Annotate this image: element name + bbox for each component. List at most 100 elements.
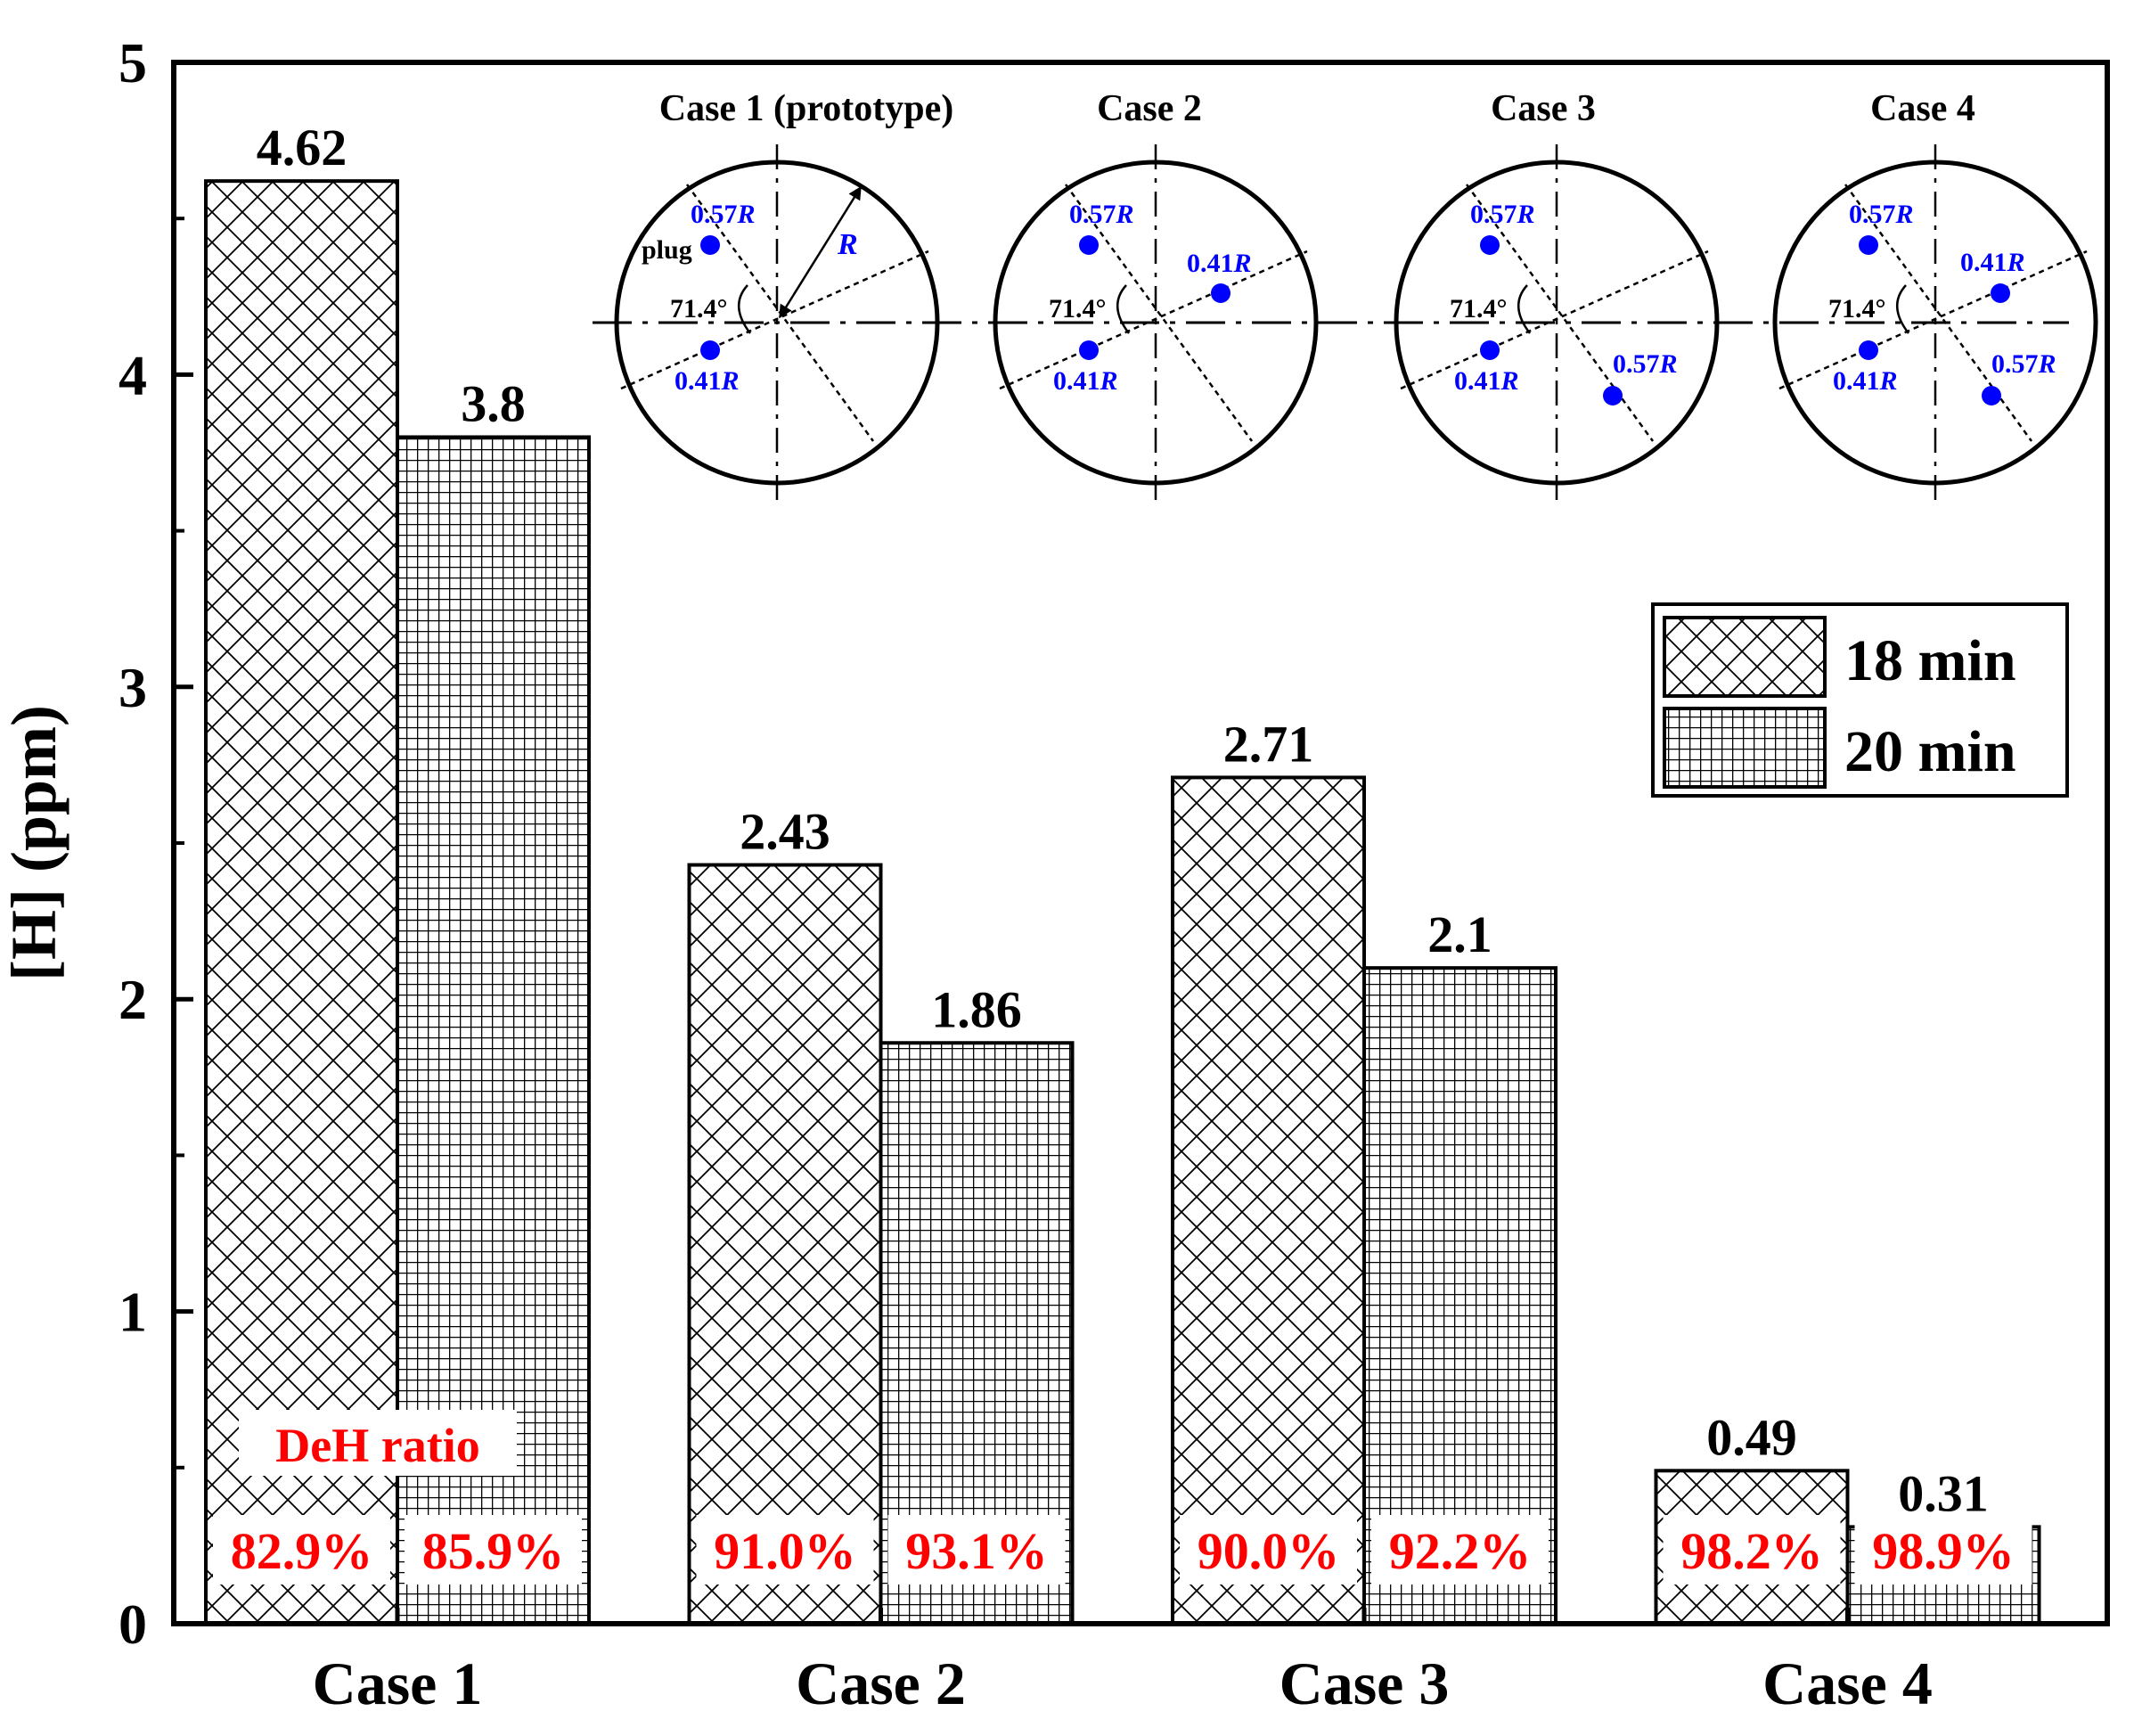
legend-swatch-18min bbox=[1663, 616, 1827, 698]
diagram-diagonal-line bbox=[999, 250, 1308, 390]
plug-dot bbox=[700, 235, 720, 255]
plug-label: 0.57R bbox=[1991, 349, 2056, 379]
dech-ratio-label: 98.2% bbox=[1680, 1522, 1823, 1580]
angle-label: 71.4° bbox=[670, 294, 728, 323]
radius-arrow bbox=[778, 185, 863, 319]
legend-swatch-20min bbox=[1663, 707, 1827, 789]
diagram-diagonal-line bbox=[620, 250, 929, 390]
diagram-case-2: Case 2 71.4° 0.57R 0.41R 0.41R bbox=[993, 88, 1319, 505]
x-tick-label: Case 2 bbox=[796, 1650, 966, 1717]
plug-dot bbox=[1480, 235, 1500, 255]
plug-label: 0.41R bbox=[1187, 249, 1252, 278]
plug-label: 0.41R bbox=[1053, 366, 1118, 396]
bar-value-label: 1.86 bbox=[931, 980, 1022, 1038]
bar-value-label: 0.31 bbox=[1898, 1464, 1989, 1522]
bar bbox=[687, 863, 883, 1625]
dech-ratio-label: 85.9% bbox=[422, 1522, 565, 1580]
angle-arc bbox=[737, 284, 751, 334]
diagram-diagonal-line bbox=[1844, 184, 2033, 442]
y-tick-label: 4 bbox=[119, 343, 147, 406]
bar bbox=[1171, 775, 1366, 1625]
plug-label: 0.41R bbox=[1454, 366, 1519, 396]
legend: 18 min 20 min bbox=[1651, 602, 2069, 798]
ratio-backdrop bbox=[1663, 1515, 1841, 1585]
angle-arc bbox=[1517, 284, 1531, 334]
ratio-label: DeH ratio bbox=[275, 1419, 479, 1472]
plug-dot bbox=[1859, 340, 1878, 360]
plug-text: plug bbox=[642, 235, 692, 265]
bar-value-label: 3.8 bbox=[461, 374, 526, 432]
diagram-title: Case 1 (prototype) bbox=[659, 88, 954, 129]
diagram-title: Case 2 bbox=[1097, 88, 1202, 129]
diagram-diagonal-line bbox=[1778, 250, 2088, 390]
y-tick-label: 5 bbox=[119, 31, 147, 94]
y-tick-label: 2 bbox=[119, 968, 147, 1031]
x-tick-label: Case 4 bbox=[1762, 1650, 1933, 1717]
x-tick-label: Case 3 bbox=[1280, 1650, 1450, 1717]
plug-dot bbox=[1079, 340, 1099, 360]
plug-label: 0.57R bbox=[691, 200, 756, 229]
angle-arc bbox=[1116, 284, 1130, 334]
angle-label: 71.4° bbox=[1450, 294, 1508, 323]
ratio-backdrop bbox=[213, 1515, 390, 1585]
ratio-backdrop bbox=[1180, 1515, 1357, 1585]
plug-label: 0.57R bbox=[1069, 200, 1134, 229]
ratio-label-box bbox=[239, 1410, 517, 1476]
diagram-diagonal-line bbox=[1465, 184, 1655, 442]
plug-label: 0.41R bbox=[675, 366, 740, 396]
legend-label-20min: 20 min bbox=[1844, 719, 2016, 784]
bar bbox=[1362, 966, 1558, 1626]
plug-dot bbox=[700, 340, 720, 360]
diagram-case-1: Case 1 (prototype) R 71.4° plug 0.57R 0.… bbox=[614, 88, 954, 505]
y-tick-label: 0 bbox=[119, 1593, 147, 1656]
dech-ratio-label: 92.2% bbox=[1389, 1522, 1532, 1580]
radius-label: R bbox=[837, 228, 858, 261]
dech-ratio-label: 98.9% bbox=[1872, 1522, 2015, 1580]
bar-value-label: 2.1 bbox=[1427, 905, 1492, 963]
ratio-backdrop bbox=[696, 1515, 874, 1585]
ratio-backdrop bbox=[1854, 1515, 2032, 1585]
diagram-case-4: Case 4 71.4° 0.57R 0.41R 0.41R 0.57R bbox=[1772, 88, 2098, 505]
plug-dot bbox=[1603, 386, 1623, 405]
plug-dot bbox=[1982, 386, 2001, 405]
diagram-diagonal-line bbox=[1400, 250, 1709, 390]
angle-label: 71.4° bbox=[1828, 294, 1886, 323]
ratio-backdrop bbox=[887, 1515, 1066, 1585]
ratio-backdrop bbox=[405, 1515, 582, 1585]
bar bbox=[204, 179, 399, 1626]
plug-label: 0.57R bbox=[1849, 200, 1914, 229]
angle-arc bbox=[1895, 284, 1909, 334]
plug-dot bbox=[1079, 235, 1099, 255]
plug-label: 0.57R bbox=[1470, 200, 1535, 229]
plug-label: 0.57R bbox=[1613, 349, 1678, 379]
legend-label-18min: 18 min bbox=[1844, 628, 2016, 693]
bar-value-label: 0.49 bbox=[1706, 1408, 1797, 1466]
dech-ratio-label: 91.0% bbox=[714, 1522, 856, 1580]
x-axis: Case 1 Case 2 Case 3 Case 4 bbox=[313, 1608, 1933, 1717]
bar-value-label: 4.62 bbox=[257, 119, 347, 176]
plug-label: 0.41R bbox=[1833, 366, 1898, 396]
diagram-case-3: Case 3 71.4° 0.57R 0.41R 0.57R bbox=[1394, 88, 1720, 505]
dech-ratio-label: 93.1% bbox=[905, 1522, 1048, 1580]
ratio-layer: 82.9% 85.9% 91.0% 93.1% 90.0% 92.2% 98.2% 98.9% bbox=[213, 1515, 2032, 1585]
y-axis: 0 1 2 3 4 5 bbox=[119, 31, 193, 1656]
diagram-diagonal-line bbox=[1064, 184, 1254, 442]
plug-dot bbox=[1480, 340, 1500, 360]
plug-dot bbox=[1991, 283, 2010, 303]
diagram-title: Case 3 bbox=[1491, 88, 1596, 129]
plug-label: 0.41R bbox=[1960, 248, 2025, 277]
y-tick-label: 1 bbox=[119, 1281, 147, 1344]
y-tick-label: 3 bbox=[119, 656, 147, 719]
angle-label: 71.4° bbox=[1049, 294, 1107, 323]
plug-dot bbox=[1859, 235, 1878, 255]
value-labels-layer: 4.62 3.8 2.43 1.86 2.71 2.1 0.49 0.31 bbox=[257, 119, 1989, 1522]
bar-value-label: 2.71 bbox=[1223, 715, 1314, 773]
plug-dot bbox=[1211, 283, 1231, 303]
ratio-backdrop bbox=[1371, 1515, 1549, 1585]
dech-ratio-label: 82.9% bbox=[231, 1522, 373, 1580]
dech-ratio-label: 90.0% bbox=[1198, 1522, 1340, 1580]
bar-value-label: 2.43 bbox=[740, 803, 830, 861]
diagram-title: Case 4 bbox=[1870, 88, 1975, 129]
y-axis-label: [H] (ppm) bbox=[0, 705, 69, 981]
